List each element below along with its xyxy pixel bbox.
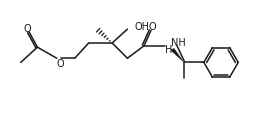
Text: NH: NH xyxy=(171,38,186,48)
Text: O: O xyxy=(23,24,31,34)
Polygon shape xyxy=(171,49,183,61)
Text: H: H xyxy=(165,45,173,55)
Text: O: O xyxy=(149,22,157,32)
Text: OH: OH xyxy=(135,22,150,32)
Text: O: O xyxy=(56,59,64,69)
